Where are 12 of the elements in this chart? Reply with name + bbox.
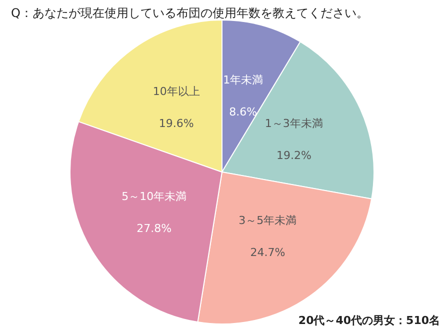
chart-title: Q：あなたが現在使用している布団の使用年数を教えてください。 (11, 6, 368, 20)
data-label: 24.7% (250, 246, 286, 259)
text: 20代～40代の男女：510名 (298, 314, 440, 327)
slice-label: 3～5年未満 (238, 214, 297, 227)
data-label: 19.6% (158, 117, 194, 130)
slice-label: 1～3年未満 (264, 116, 323, 130)
data-label: 27.8% (136, 222, 172, 235)
slice-label: 10年以上 (152, 85, 200, 98)
slice-label: 5～10年未満 (122, 190, 187, 203)
slice-label: 1年未満 (223, 73, 264, 86)
data-label: 8.6% (229, 105, 258, 118)
data-label: 19.2% (276, 148, 312, 162)
